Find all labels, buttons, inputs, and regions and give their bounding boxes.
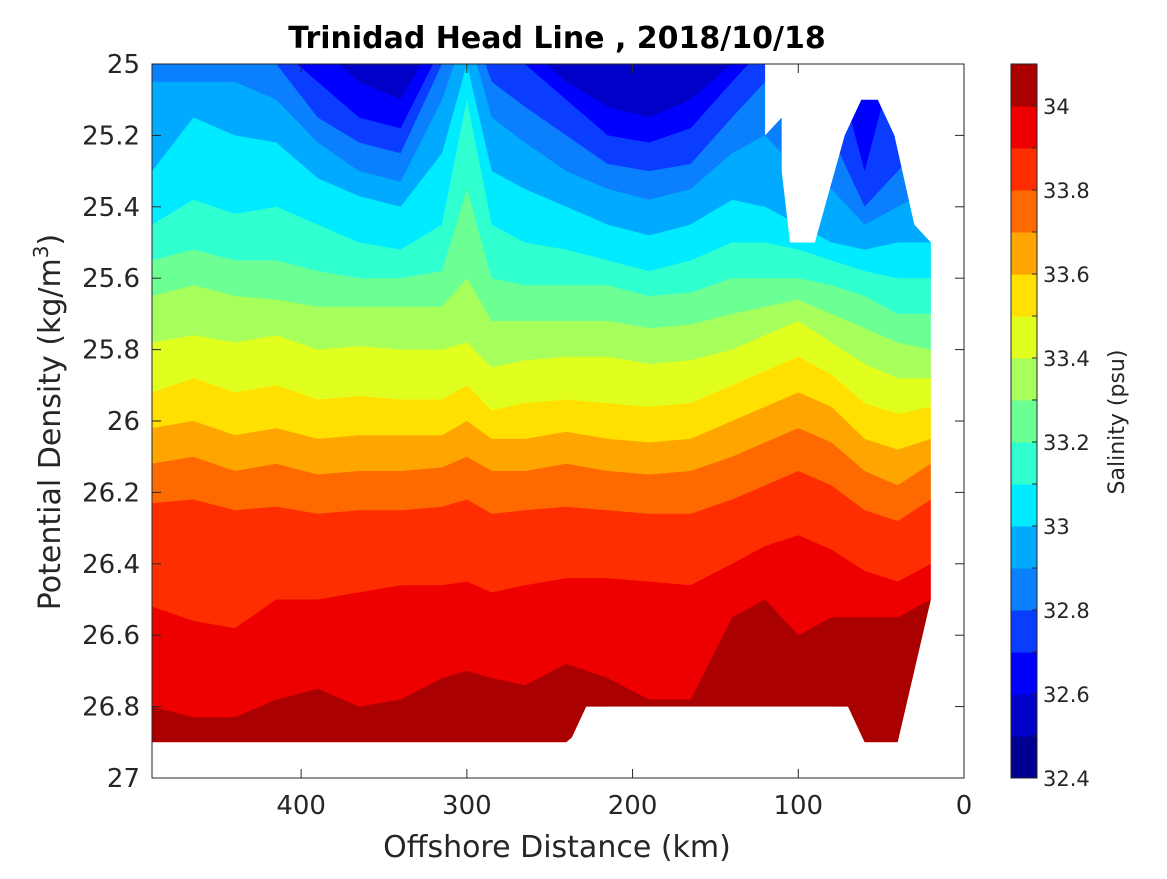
colorbar-swatch bbox=[1011, 526, 1037, 569]
colorbar-swatch bbox=[1011, 148, 1037, 191]
colorbar-tick-label: 34 bbox=[1043, 95, 1070, 119]
y-axis-label: Potential Density (kg/m3) bbox=[29, 234, 68, 610]
masked-regions bbox=[152, 64, 964, 778]
colorbar-swatch bbox=[1011, 736, 1037, 779]
colorbar-swatch bbox=[1011, 442, 1037, 485]
colorbar-frame bbox=[1010, 63, 1038, 779]
y-tick-label: 25 bbox=[107, 50, 140, 80]
y-tick-label: 26.2 bbox=[82, 478, 140, 508]
colorbar-swatch bbox=[1011, 400, 1037, 443]
colorbar-swatch bbox=[1011, 484, 1037, 527]
colorbar-swatch bbox=[1011, 568, 1037, 611]
y-axis-label-superscript: 3 bbox=[29, 245, 53, 258]
colorbar-swatch bbox=[1011, 232, 1037, 275]
y-tick-label: 25.6 bbox=[82, 264, 140, 294]
colorbar-tick-label: 32.6 bbox=[1043, 683, 1090, 707]
colorbar-tick-label: 33.4 bbox=[1043, 347, 1090, 371]
colorbar-swatch bbox=[1011, 316, 1037, 359]
x-tick-label: 400 bbox=[276, 791, 326, 821]
y-axis-label-main: Potential Density (kg/m bbox=[33, 258, 68, 610]
colorbar-swatch bbox=[1011, 652, 1037, 695]
y-tick-label: 27 bbox=[107, 764, 140, 794]
colorbar-swatch bbox=[1011, 694, 1037, 737]
x-tick-label: 200 bbox=[608, 791, 658, 821]
x-tick-label: 100 bbox=[773, 791, 823, 821]
colorbar-swatch bbox=[1011, 358, 1037, 401]
colorbar-tick-label: 32.8 bbox=[1043, 599, 1090, 623]
colorbar: 32.4 32.6 32.8 33 33.2 33.4 33.6 33.8 34 bbox=[1010, 63, 1090, 791]
y-tick-label: 25.4 bbox=[82, 193, 140, 223]
colorbar-tick-label: 32.4 bbox=[1043, 767, 1090, 791]
x-axis-ticks: 400 300 200 100 0 bbox=[276, 64, 972, 821]
x-axis-label: Offshore Distance (km) bbox=[383, 830, 731, 865]
y-tick-label: 26.4 bbox=[82, 550, 140, 580]
colorbar-tick-label: 33.2 bbox=[1043, 431, 1090, 455]
colorbar-swatch bbox=[1011, 106, 1037, 149]
x-tick-label: 300 bbox=[442, 791, 492, 821]
y-tick-label: 26 bbox=[107, 407, 140, 437]
colorbar-swatch bbox=[1011, 190, 1037, 233]
no-data-region bbox=[152, 599, 964, 778]
x-tick-label: 0 bbox=[956, 791, 973, 821]
chart-title: Trinidad Head Line , 2018/10/18 bbox=[288, 21, 825, 56]
colorbar-swatch bbox=[1011, 64, 1037, 107]
y-axis-ticks: 25 25.2 25.4 25.6 25.8 26 26.2 26.4 26.6 26.8 27 bbox=[82, 50, 964, 794]
y-tick-label: 25.2 bbox=[82, 121, 140, 151]
colorbar-tick-label: 33.8 bbox=[1043, 179, 1090, 203]
colorbar-tick-label: 33 bbox=[1043, 515, 1070, 539]
y-tick-label: 26.8 bbox=[82, 693, 140, 723]
y-tick-label: 26.6 bbox=[82, 621, 140, 651]
colorbar-swatch bbox=[1011, 274, 1037, 317]
no-data-region bbox=[765, 64, 964, 279]
colorbar-tick-label: 33.6 bbox=[1043, 263, 1090, 287]
contour-fills bbox=[152, 64, 931, 743]
colorbar-swatch bbox=[1011, 610, 1037, 653]
colorbar-label: Salinity (psu) bbox=[1105, 350, 1130, 495]
y-tick-label: 25.8 bbox=[82, 336, 140, 366]
y-axis-label-close: ) bbox=[33, 234, 68, 246]
